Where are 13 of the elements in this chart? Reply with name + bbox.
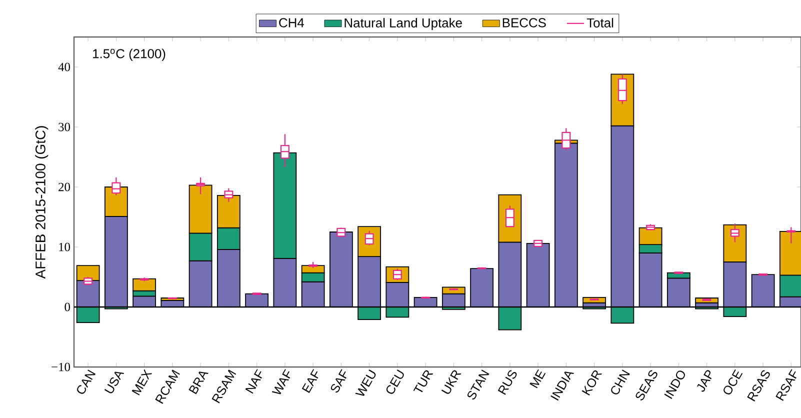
- y-tick-label: 10: [59, 242, 70, 252]
- x-tick-label: ME: [530, 369, 546, 388]
- legend-label: Natural Land Uptake: [344, 18, 462, 30]
- y-tick-label: 20: [58, 182, 70, 192]
- legend-label: CH4: [279, 18, 304, 28]
- legend-label: BECCS: [502, 18, 546, 28]
- y-tick-label: 40: [58, 62, 70, 72]
- annotation: 1.5$^{o}$C (2100): [93, 48, 166, 61]
- legend-label: Total: [586, 18, 614, 28]
- y-axis-title: AFFEB 2015-2100 (GtC): [35, 126, 48, 279]
- y-tick-label: −10: [52, 362, 70, 372]
- y-tick-label: 0: [64, 302, 70, 312]
- y-tick-label: 30: [58, 122, 70, 132]
